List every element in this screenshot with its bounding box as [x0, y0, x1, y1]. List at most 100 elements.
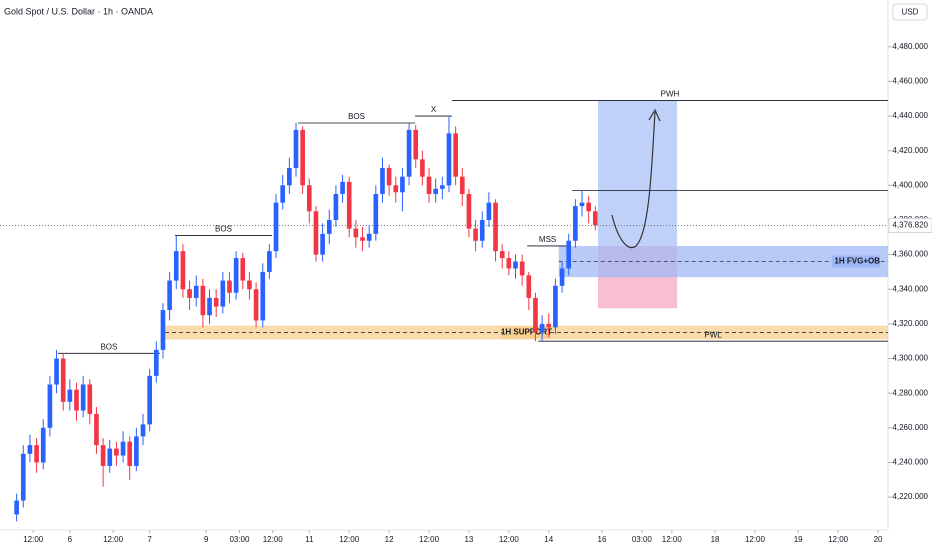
- candle-body: [426, 176, 432, 194]
- x-tick-label: 03:00: [632, 535, 653, 544]
- candle-body: [120, 441, 126, 456]
- x-tick-label: 7: [147, 535, 152, 544]
- candle-body: [54, 358, 59, 385]
- levels: BOS BOS BOS X PWH MSS PWL: [0, 90, 888, 354]
- candle-body: [313, 211, 319, 255]
- level-label: PWH: [661, 90, 680, 99]
- level-label: MSS: [539, 235, 556, 244]
- last-price-label: 4,376.820: [892, 221, 928, 230]
- candle-body: [14, 500, 19, 515]
- candle-body: [27, 445, 33, 454]
- candle-body: [193, 285, 199, 298]
- candle-body: [473, 228, 478, 241]
- candle-body: [360, 237, 365, 241]
- candle-body: [513, 261, 518, 269]
- candle-body: [147, 375, 152, 425]
- candle-body: [393, 185, 399, 193]
- candle-body: [187, 289, 192, 298]
- candle-body: [134, 436, 139, 466]
- candles: [14, 116, 598, 522]
- candle-body: [167, 280, 172, 311]
- x-tick-label: 14: [544, 535, 553, 544]
- price-axis-bg: [888, 0, 932, 550]
- candle-body: [300, 129, 305, 186]
- candle-body: [20, 453, 26, 501]
- candle-body: [566, 240, 572, 269]
- x-tick-label: 12:00: [23, 535, 44, 544]
- zone-label-bg: [502, 326, 551, 339]
- candle-body: [114, 448, 119, 456]
- zone-label-bg: [832, 255, 880, 268]
- candle-body: [240, 258, 246, 281]
- candle-body: [233, 258, 239, 293]
- y-tick-label: 4,260.000: [892, 423, 928, 432]
- x-tick-label: 18: [711, 535, 720, 544]
- x-tick-label: 20: [874, 535, 883, 544]
- level-label: PWL: [704, 330, 722, 339]
- candle-body: [559, 268, 565, 286]
- candle-body: [573, 206, 578, 241]
- candle-body: [213, 297, 219, 307]
- currency-box[interactable]: [892, 3, 928, 21]
- candle-body: [34, 445, 39, 463]
- x-tick-label: 03:00: [229, 535, 250, 544]
- y-tick-label: 4,400.000: [892, 180, 928, 189]
- y-tick-label: 4,220.000: [892, 492, 928, 501]
- x-tick-label: 12:00: [662, 535, 683, 544]
- candle-body: [260, 271, 266, 321]
- projection-arrow: [611, 111, 656, 249]
- zone: [597, 100, 678, 246]
- candle-body: [586, 202, 592, 212]
- level-label: BOS: [215, 225, 232, 234]
- candle-body: [413, 129, 419, 160]
- candle-body: [373, 193, 379, 234]
- x-tick-label: 19: [794, 535, 803, 544]
- candle-body: [533, 297, 538, 333]
- candle-body: [127, 441, 133, 466]
- x-tick-label: 12:00: [263, 535, 284, 544]
- y-tick-label: 4,340.000: [892, 284, 928, 293]
- y-tick-label: 4,480.000: [892, 42, 928, 51]
- candle-body: [400, 176, 405, 193]
- candle-body: [247, 280, 252, 290]
- x-tick-label: 12: [385, 535, 394, 544]
- candle-body: [287, 168, 292, 186]
- candle-body: [539, 323, 545, 333]
- candle-body: [499, 251, 505, 259]
- x-tick-label: 13: [464, 535, 473, 544]
- candle-body: [553, 285, 558, 328]
- x-tick-label: 9: [204, 535, 209, 544]
- x-tick-label: 12:00: [745, 535, 766, 544]
- x-tick-label: 16: [598, 535, 607, 544]
- candle-body: [506, 258, 512, 269]
- y-tick-label: 4,280.000: [892, 388, 928, 397]
- candle-body: [459, 176, 465, 194]
- candle-body: [293, 129, 299, 169]
- candle-body: [253, 289, 259, 321]
- candle-body: [320, 233, 325, 255]
- currency-label[interactable]: USD: [902, 8, 919, 17]
- y-tick-label: 4,240.000: [892, 458, 928, 467]
- candle-body: [546, 323, 552, 328]
- candle-body: [180, 251, 186, 290]
- last-price-box: [888, 217, 932, 233]
- candle-body: [140, 424, 146, 437]
- candle-body: [47, 384, 53, 428]
- candle-body: [333, 193, 339, 220]
- candle-body: [87, 384, 93, 414]
- candle-body: [160, 310, 166, 350]
- y-tick-label: 4,320.000: [892, 319, 928, 328]
- zone-label: 1H FVG+OB: [834, 257, 880, 266]
- candle-body: [220, 280, 226, 307]
- candle-body: [273, 202, 279, 252]
- candle-body: [486, 202, 492, 220]
- candle-body: [280, 185, 286, 203]
- x-tick-label: 12:00: [103, 535, 124, 544]
- arrow-head: [648, 108, 661, 122]
- candle-body: [74, 389, 79, 411]
- candle-body: [80, 384, 86, 411]
- candle-body: [340, 181, 345, 194]
- x-tick-label: 12:00: [828, 535, 849, 544]
